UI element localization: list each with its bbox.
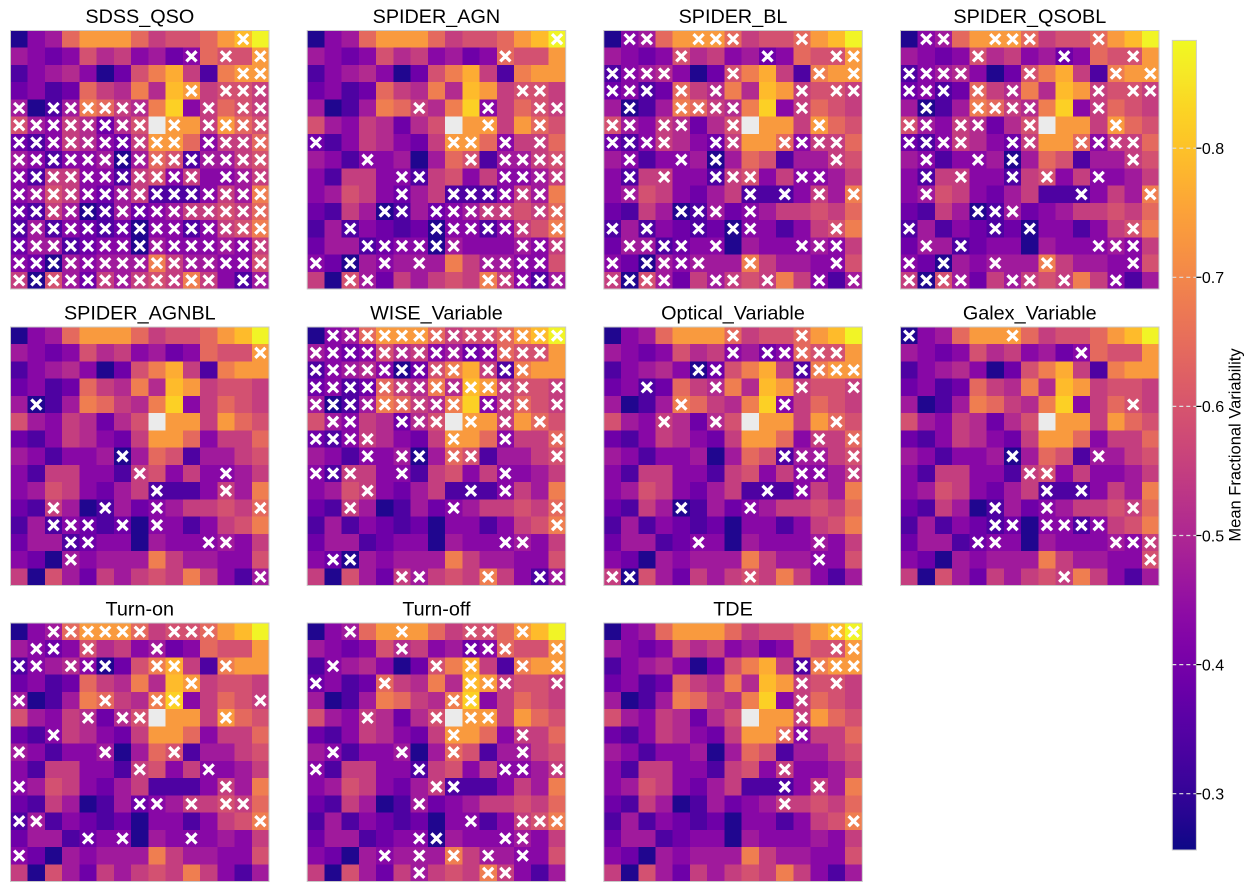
svg-text:SPIDER_BL: SPIDER_BL xyxy=(679,6,788,28)
svg-text:0.3: 0.3 xyxy=(1202,787,1224,804)
svg-text:0.7: 0.7 xyxy=(1202,270,1224,287)
svg-text:TDE: TDE xyxy=(713,599,753,621)
svg-text:Turn-on: Turn-on xyxy=(106,599,175,621)
svg-text:Galex_Variable: Galex_Variable xyxy=(963,303,1097,325)
svg-text:0.6: 0.6 xyxy=(1202,399,1224,416)
svg-text:SPIDER_AGN: SPIDER_AGN xyxy=(373,6,501,28)
svg-text:0.5: 0.5 xyxy=(1202,528,1224,545)
svg-text:Turn-off: Turn-off xyxy=(402,599,471,621)
svg-text:WISE_Variable: WISE_Variable xyxy=(370,303,503,325)
svg-text:0.8: 0.8 xyxy=(1202,141,1224,158)
svg-text:SPIDER_QSOBL: SPIDER_QSOBL xyxy=(953,6,1106,28)
svg-text:Optical_Variable: Optical_Variable xyxy=(661,303,805,325)
svg-text:SDSS_QSO: SDSS_QSO xyxy=(85,6,194,28)
svg-text:0.4: 0.4 xyxy=(1202,657,1224,674)
svg-text:SPIDER_AGNBL: SPIDER_AGNBL xyxy=(64,303,216,325)
svg-text:Mean Fractional Variability: Mean Fractional Variability xyxy=(1227,348,1245,542)
